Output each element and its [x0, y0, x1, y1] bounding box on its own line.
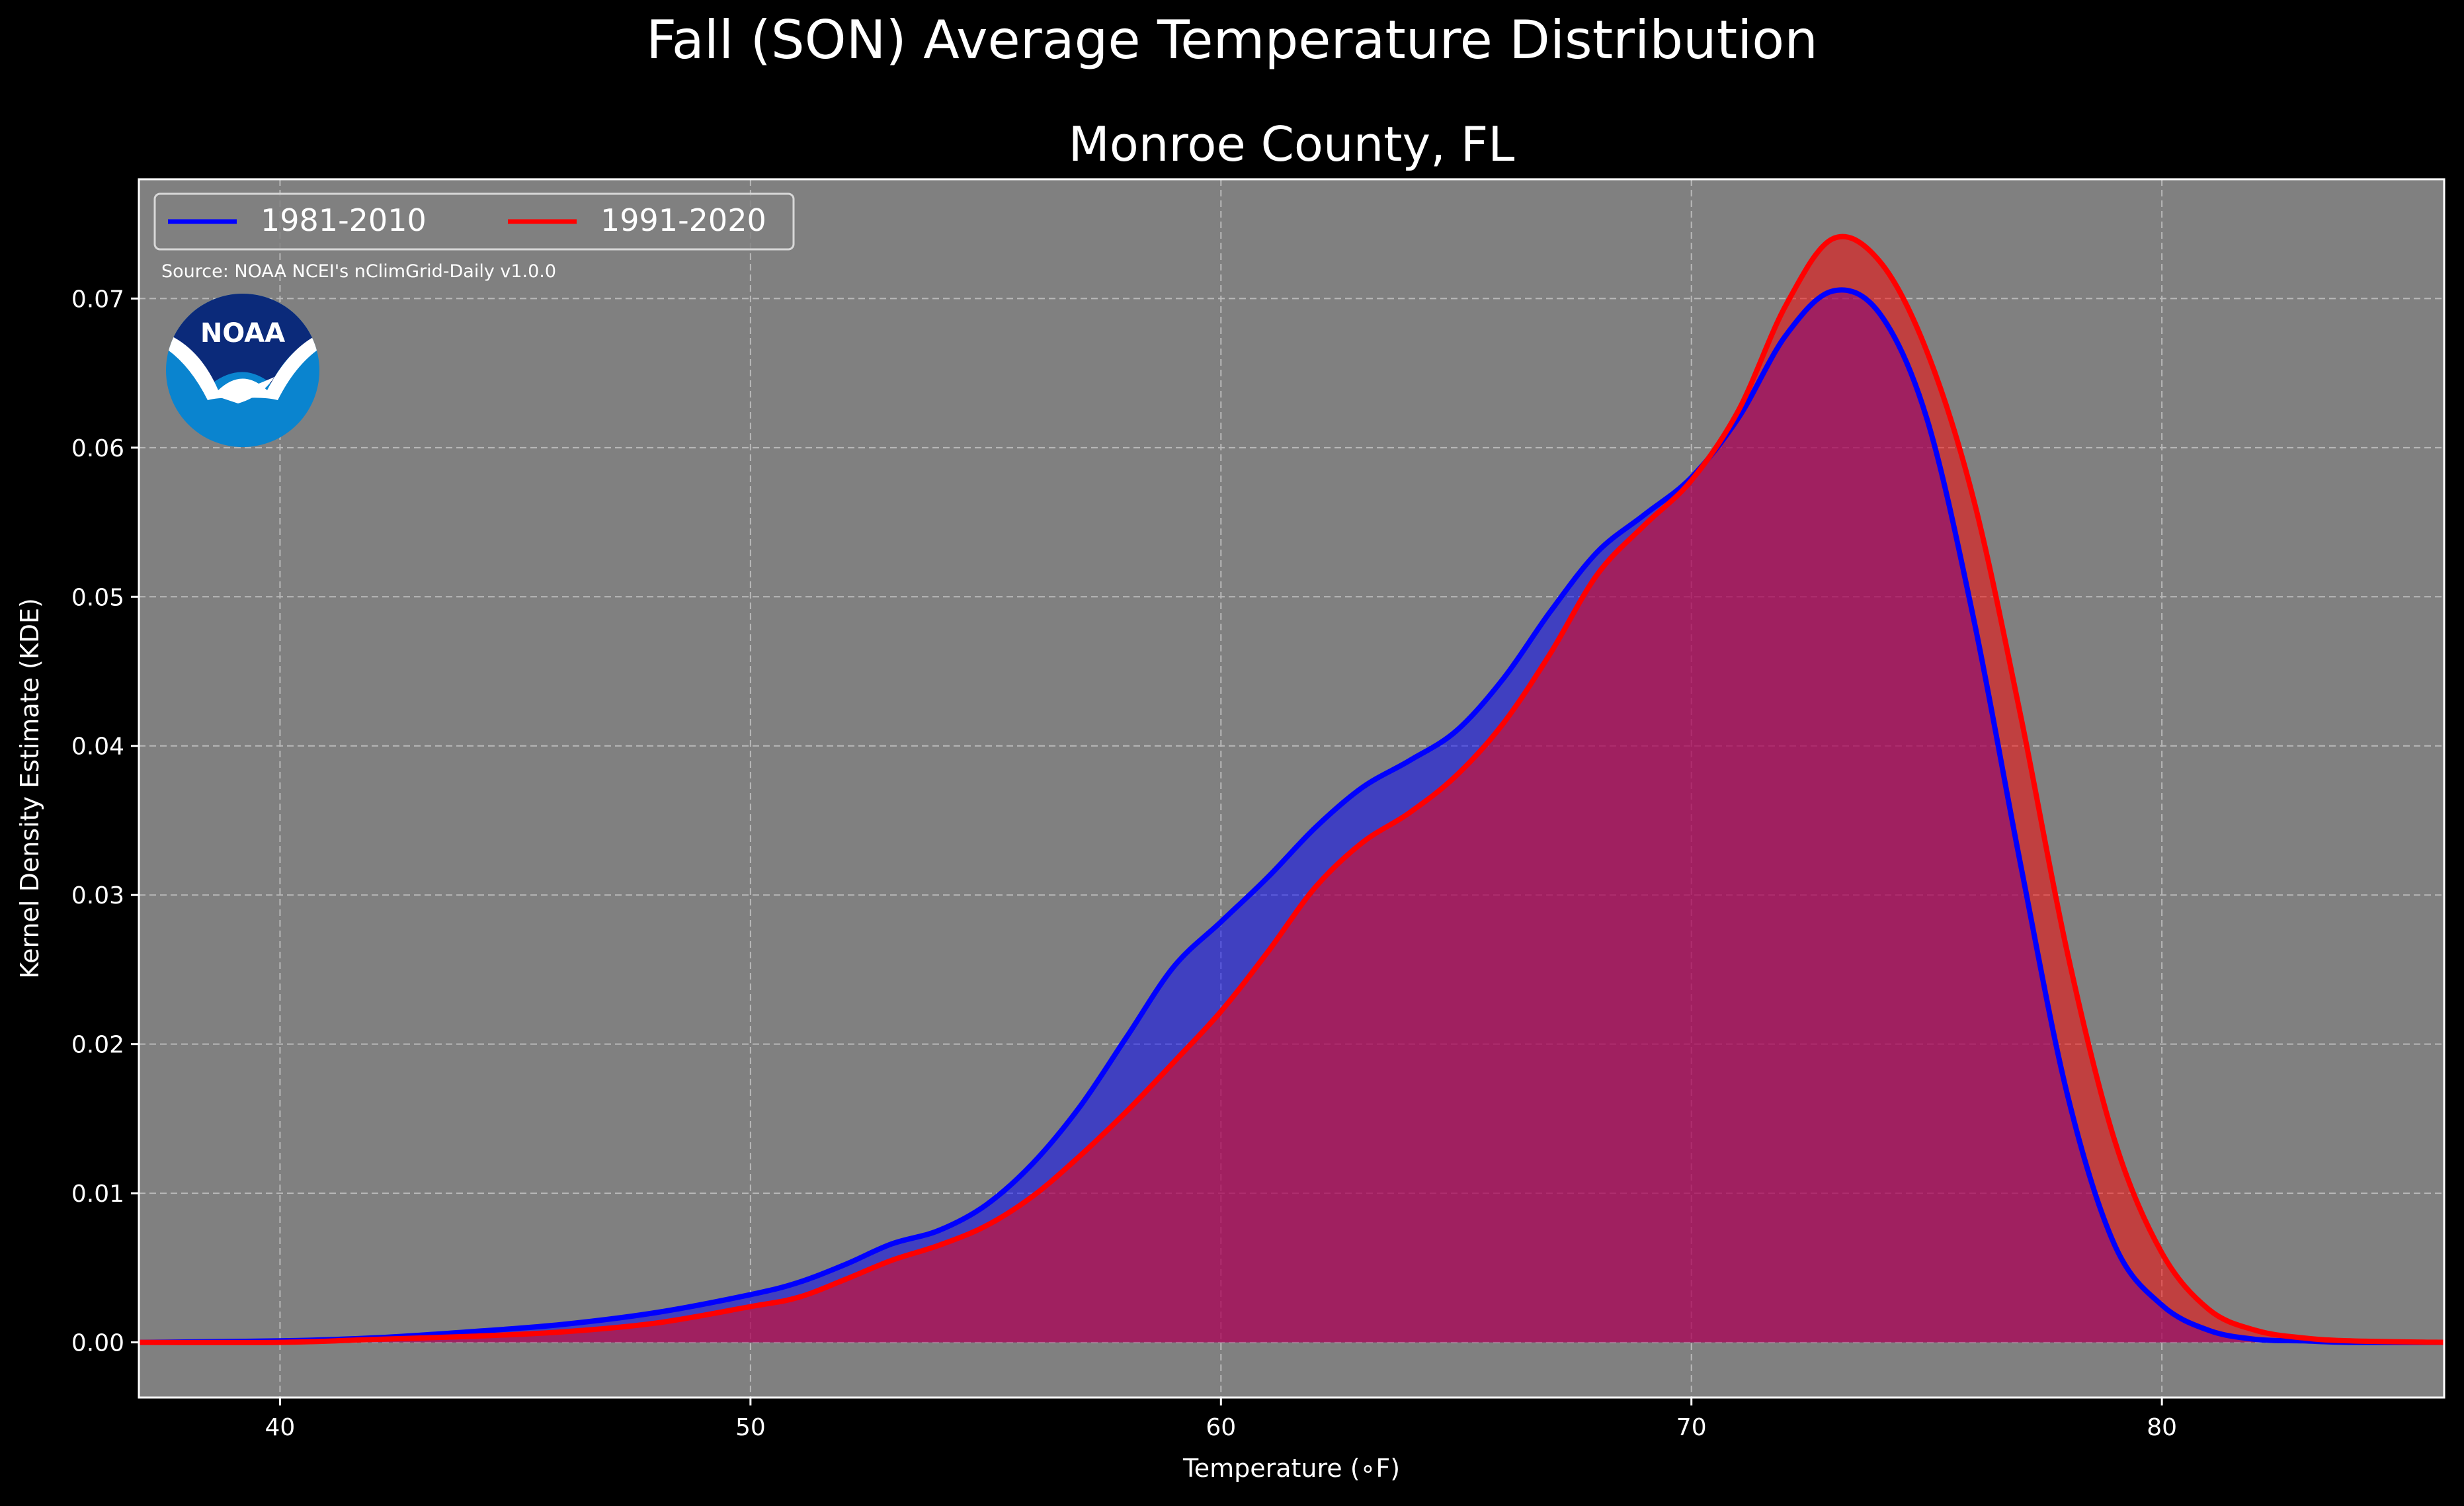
source-annotation: Source: NOAA NCEI's nClimGrid-Daily v1.0…: [161, 261, 556, 282]
noaa-logo: NOAA: [166, 294, 319, 447]
y-tick-label-0.04: 0.04: [71, 733, 124, 761]
area-1991-2020: [139, 236, 2444, 1343]
y-tick-label-0.03: 0.03: [71, 882, 124, 909]
y-tick-label-0.07: 0.07: [71, 286, 124, 313]
series-lines: [138, 233, 2445, 1345]
y-tick-label-0.02: 0.02: [71, 1032, 124, 1059]
x-tick-label-70: 70: [1676, 1414, 1707, 1441]
legend-box: [153, 192, 795, 251]
x-tick-label-80: 80: [2147, 1414, 2177, 1441]
x-tick-label-40: 40: [265, 1414, 296, 1441]
y-axis-ticks: 0.00 0.01 0.02 0.03 0.04 0.05 0.06 0.07: [71, 286, 139, 1357]
y-tick-label-0.01: 0.01: [71, 1181, 124, 1208]
y-axis-label: Kernel Density Estimate (KDE): [15, 598, 44, 979]
legend-label-1981-2010: 1981-2010: [261, 202, 427, 238]
x-axis-ticks: 40 50 60 70 80: [265, 1398, 2177, 1441]
x-tick-label-60: 60: [1206, 1414, 1236, 1441]
x-axis-label: Temperature (∘F): [1182, 1454, 1400, 1483]
chart-subtitle: Monroe County, FL: [1069, 116, 1515, 172]
legend: 1981-2010 1991-2020: [153, 192, 795, 251]
line-1981-2010: [138, 287, 2445, 1345]
series-areas: [139, 236, 2444, 1343]
chart-title: Fall (SON) Average Temperature Distribut…: [646, 9, 1818, 71]
plot-frame: [138, 178, 2445, 1399]
x-tick-label-50: 50: [735, 1414, 766, 1441]
legend-label-1991-2020: 1991-2020: [600, 202, 766, 238]
y-tick-label-0.06: 0.06: [71, 435, 124, 462]
y-tick-label-0.05: 0.05: [71, 584, 124, 611]
y-tick-label-0.00: 0.00: [71, 1330, 124, 1357]
noaa-logo-text: NOAA: [200, 318, 285, 349]
line-1991-2020: [138, 233, 2445, 1345]
